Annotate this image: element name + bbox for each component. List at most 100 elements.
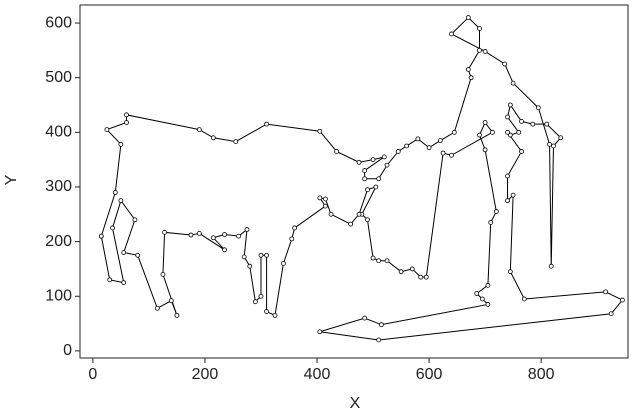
point <box>163 230 167 234</box>
point <box>357 212 361 216</box>
point <box>133 218 137 222</box>
y-tick-label: 0 <box>63 342 72 359</box>
point <box>469 76 473 80</box>
point <box>508 270 512 274</box>
point <box>377 177 381 181</box>
point <box>237 234 241 238</box>
point <box>189 233 193 237</box>
point <box>99 234 103 238</box>
point <box>466 16 470 20</box>
point <box>511 193 515 197</box>
y-tick-label: 100 <box>45 287 72 304</box>
point <box>110 226 114 230</box>
point <box>503 62 507 66</box>
point <box>155 306 159 310</box>
point <box>119 199 123 203</box>
point <box>379 323 383 327</box>
point <box>105 128 109 132</box>
point <box>486 302 490 306</box>
point <box>169 299 173 303</box>
point <box>551 144 555 148</box>
point <box>475 292 479 296</box>
y-tick-label: 400 <box>45 124 72 141</box>
point <box>559 136 563 140</box>
point <box>197 128 201 132</box>
y-tick-label: 200 <box>45 233 72 250</box>
point <box>223 248 227 252</box>
point <box>365 188 369 192</box>
x-axis-label: X <box>350 395 361 412</box>
point <box>242 255 246 259</box>
point <box>545 122 549 126</box>
point <box>248 264 252 268</box>
point <box>245 228 249 232</box>
point <box>506 199 510 203</box>
x-tick-label: 800 <box>528 366 555 383</box>
point <box>382 155 386 159</box>
point <box>161 272 165 276</box>
point <box>136 253 140 257</box>
point <box>385 259 389 263</box>
point <box>265 122 269 126</box>
point <box>486 283 490 287</box>
point <box>119 142 123 146</box>
x-tick-label: 600 <box>416 366 443 383</box>
point <box>506 115 510 119</box>
point <box>522 297 526 301</box>
point <box>323 204 327 208</box>
point <box>349 222 353 226</box>
point <box>424 275 428 279</box>
y-tick-label: 600 <box>45 14 72 31</box>
point <box>253 300 257 304</box>
point <box>318 129 322 133</box>
point <box>536 106 540 110</box>
point <box>265 253 269 257</box>
point <box>385 163 389 167</box>
point <box>377 259 381 263</box>
point <box>483 120 487 124</box>
point <box>438 139 442 143</box>
point <box>449 153 453 157</box>
point <box>419 275 423 279</box>
point <box>318 330 322 334</box>
point <box>620 298 624 302</box>
point <box>363 316 367 320</box>
point <box>357 160 361 164</box>
point <box>377 338 381 342</box>
point <box>452 130 456 134</box>
point <box>211 236 215 240</box>
point <box>399 270 403 274</box>
point <box>371 256 375 260</box>
point <box>449 32 453 36</box>
point <box>234 140 238 144</box>
y-tick-label: 300 <box>45 178 72 195</box>
point <box>480 297 484 301</box>
point <box>506 174 510 178</box>
point <box>478 26 482 30</box>
point <box>259 253 263 257</box>
point <box>113 190 117 194</box>
point <box>265 310 269 314</box>
point <box>483 49 487 53</box>
point <box>549 264 553 268</box>
point <box>223 233 227 237</box>
point <box>323 197 327 201</box>
y-tick-label: 500 <box>45 69 72 86</box>
point <box>427 146 431 150</box>
point <box>281 261 285 265</box>
point <box>290 237 294 241</box>
point <box>531 122 535 126</box>
chart: X Y 02004006008000100200300400500600 <box>0 0 636 416</box>
point <box>293 226 297 230</box>
point <box>416 137 420 141</box>
point <box>122 251 126 255</box>
point <box>365 218 369 222</box>
point <box>609 312 613 316</box>
point <box>259 294 263 298</box>
x-tick-label: 0 <box>88 366 97 383</box>
point <box>548 142 552 146</box>
point <box>441 151 445 155</box>
point <box>478 133 482 137</box>
point <box>508 103 512 107</box>
line <box>101 18 622 340</box>
